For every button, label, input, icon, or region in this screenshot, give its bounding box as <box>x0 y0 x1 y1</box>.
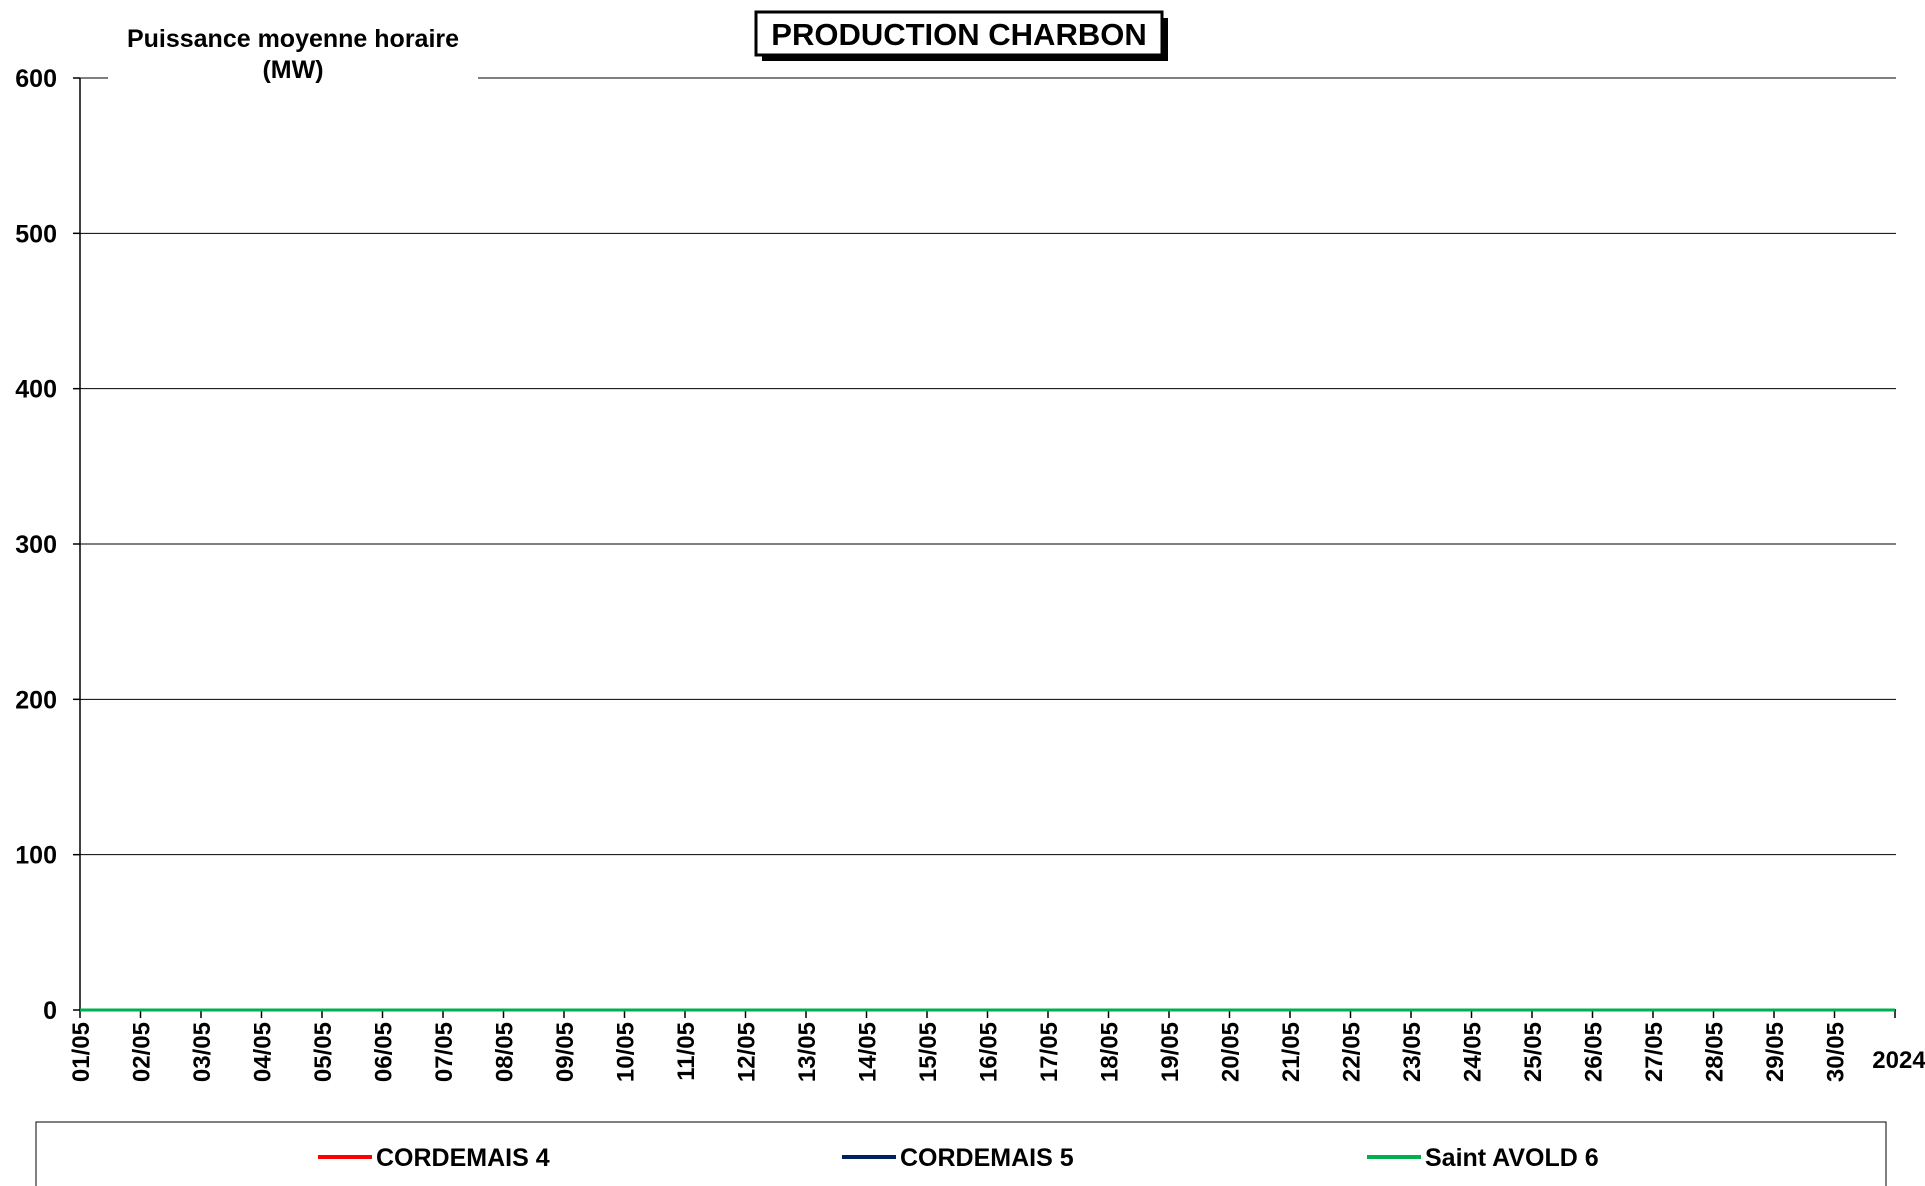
x-tick-label: 09/05 <box>552 1022 579 1082</box>
y-tick-label: 400 <box>15 376 57 404</box>
x-tick-label: 15/05 <box>915 1022 942 1082</box>
x-tick-label: 25/05 <box>1520 1022 1547 1082</box>
x-tick-label: 16/05 <box>976 1022 1003 1082</box>
legend-label-1: CORDEMAIS 5 <box>900 1144 1074 1172</box>
x-tick-label: 27/05 <box>1641 1022 1668 1082</box>
x-tick-label: 08/05 <box>492 1022 519 1082</box>
y-tick-label: 500 <box>15 220 57 248</box>
x-tick-label: 02/05 <box>129 1022 156 1082</box>
x-tick-label: 28/05 <box>1702 1022 1729 1082</box>
x-tick-label: 11/05 <box>673 1022 700 1081</box>
y-tick-label: 0 <box>43 997 57 1025</box>
x-tick-label: 26/05 <box>1581 1022 1608 1082</box>
x-tick-label: 01/05 <box>68 1022 95 1082</box>
legend-label-0: CORDEMAIS 4 <box>376 1144 550 1172</box>
x-tick-label: 19/05 <box>1157 1022 1184 1082</box>
x-tick-label: 04/05 <box>250 1022 277 1082</box>
x-tick-label: 17/05 <box>1036 1022 1063 1082</box>
x-tick-label: 30/05 <box>1823 1022 1850 1082</box>
x-tick-label: 29/05 <box>1762 1022 1789 1082</box>
x-tick-label: 18/05 <box>1097 1022 1124 1082</box>
x-tick-label: 13/05 <box>794 1022 821 1082</box>
x-tick-label: 21/05 <box>1278 1022 1305 1082</box>
chart-title-box <box>754 10 1164 57</box>
y-tick-label: 600 <box>15 65 57 93</box>
x-tick-label: 22/05 <box>1339 1022 1366 1082</box>
x-tick-label: 12/05 <box>734 1022 761 1082</box>
y-tick-label: 300 <box>15 531 57 559</box>
x-tick-label: 14/05 <box>855 1022 882 1082</box>
x-tick-label: 06/05 <box>371 1022 398 1082</box>
legend: CORDEMAIS 4 CORDEMAIS 5 Saint AVOLD 6 <box>318 1144 1599 1172</box>
x-tick-label: 05/05 <box>310 1022 337 1082</box>
x-tick-label: 24/05 <box>1460 1022 1487 1082</box>
x-tick-label: 03/05 <box>189 1022 216 1082</box>
x-tick-label: 2024 <box>1872 1047 1925 1074</box>
legend-label-2: Saint AVOLD 6 <box>1425 1144 1599 1172</box>
y-axis-label-background <box>108 28 478 84</box>
legend-box <box>35 1121 1887 1186</box>
x-tick-label: 23/05 <box>1399 1022 1426 1082</box>
x-tick-label: 07/05 <box>431 1022 458 1082</box>
y-axis-label-line-1: Puissance moyenne horaire <box>127 25 459 53</box>
y-tick-label: 200 <box>15 686 57 714</box>
y-tick-labels: 0 100 200 300 400 500 600 <box>15 65 57 1025</box>
chart-title: PRODUCTION CHARBON <box>771 17 1146 52</box>
x-tick-label: 20/05 <box>1218 1022 1245 1082</box>
x-tick-label: 10/05 <box>613 1022 640 1082</box>
x-tick-labels: 01/05 02/05 03/05 04/05 05/05 06/05 07/05 08/05… <box>68 1022 1925 1082</box>
y-tick-label: 100 <box>15 842 57 870</box>
y-axis-label-line-2: (MW) <box>262 56 323 84</box>
